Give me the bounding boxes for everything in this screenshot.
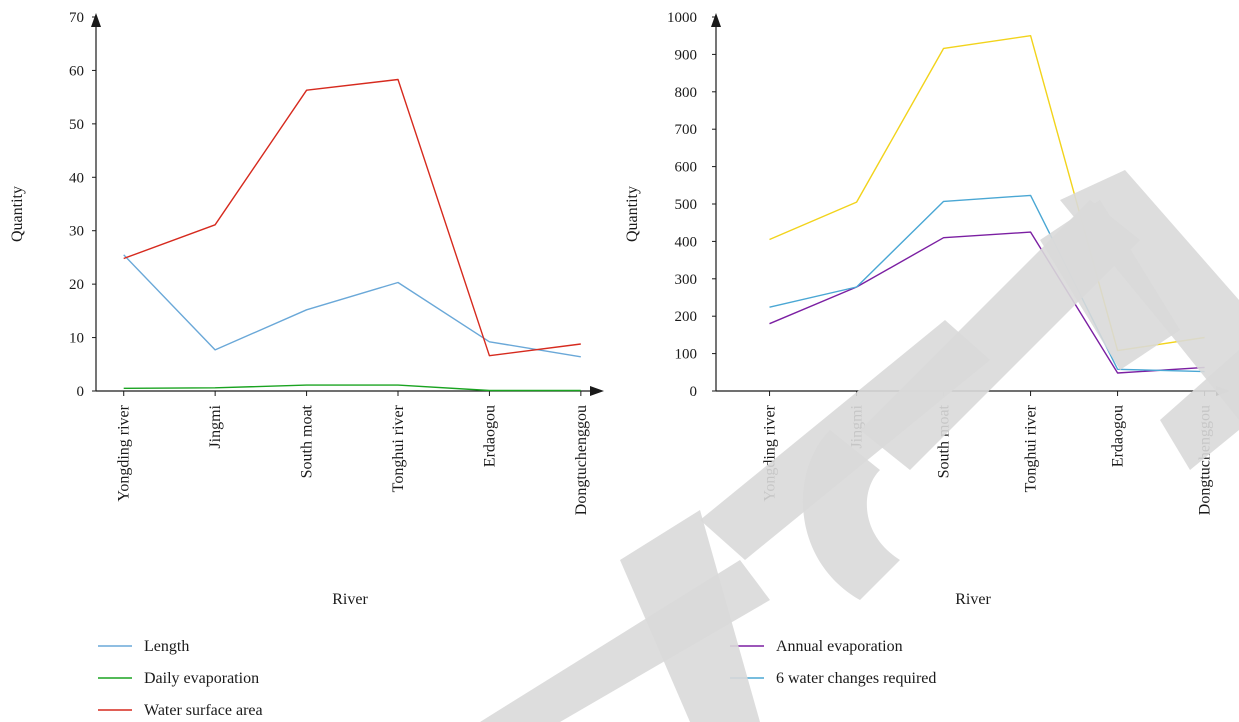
y-axis-arrow — [711, 13, 721, 27]
x-tick-label: Tonghui river — [1023, 404, 1040, 492]
x-tick-label: Jingmi — [207, 404, 224, 448]
legend-label: Daily evaporation — [144, 670, 259, 687]
x-tick-label: Erdaogou — [1110, 405, 1127, 467]
series-line-1 — [769, 194, 1205, 373]
y-tick-label: 300 — [675, 272, 698, 288]
redacted-watermark — [480, 170, 1239, 722]
x-axis-arrow — [590, 386, 604, 396]
legend-label: Water surface area — [144, 702, 263, 719]
y-tick-label: 0 — [690, 384, 698, 400]
x-tick-label: Yongding river — [116, 404, 133, 501]
y-axis-label: Quantity — [624, 186, 641, 242]
x-axis-label: River — [955, 591, 991, 608]
series-line-2 — [123, 78, 581, 357]
left-chart: 0 10 20 30 40 50 60 70 Yongding river Jingmi South… — [9, 10, 604, 719]
y-tick-label: 1000 — [667, 10, 697, 26]
x-tick-label: Erdaogou — [481, 405, 498, 467]
y-tick-label: 70 — [69, 10, 84, 26]
y-tick-label: 20 — [69, 277, 84, 293]
legend-label: Length — [144, 638, 189, 655]
y-axis-label: Quantity — [9, 186, 26, 242]
y-tick-label: 40 — [69, 170, 84, 186]
y-tick-label: 700 — [675, 122, 698, 138]
y-tick-label: 30 — [69, 224, 84, 240]
y-tick-label: 500 — [675, 197, 698, 213]
y-tick-label: 50 — [69, 117, 84, 133]
y-tick-label: 60 — [69, 63, 84, 79]
x-tick-label: South moat — [299, 404, 316, 478]
y-tick-label: 100 — [675, 347, 698, 363]
series-line-0 — [123, 254, 581, 358]
y-tick-label: 800 — [675, 85, 698, 101]
legend-label: Annual evaporation — [776, 638, 903, 655]
y-tick-label: 10 — [69, 331, 84, 347]
x-tick-label: Dongtuchenggou — [573, 405, 590, 515]
y-tick-label: 0 — [77, 384, 85, 400]
y-tick-label: 200 — [675, 309, 698, 325]
x-tick-label: Tonghui river — [390, 404, 407, 492]
y-axis-arrow — [91, 13, 101, 27]
series-line-0 — [769, 231, 1205, 374]
series-line-1 — [123, 384, 581, 392]
y-tick-label: 600 — [675, 160, 698, 176]
y-tick-label: 900 — [675, 47, 698, 63]
x-axis-label: River — [332, 591, 368, 608]
y-tick-label: 400 — [675, 234, 698, 250]
legend-label: 6 water changes required — [776, 670, 936, 687]
